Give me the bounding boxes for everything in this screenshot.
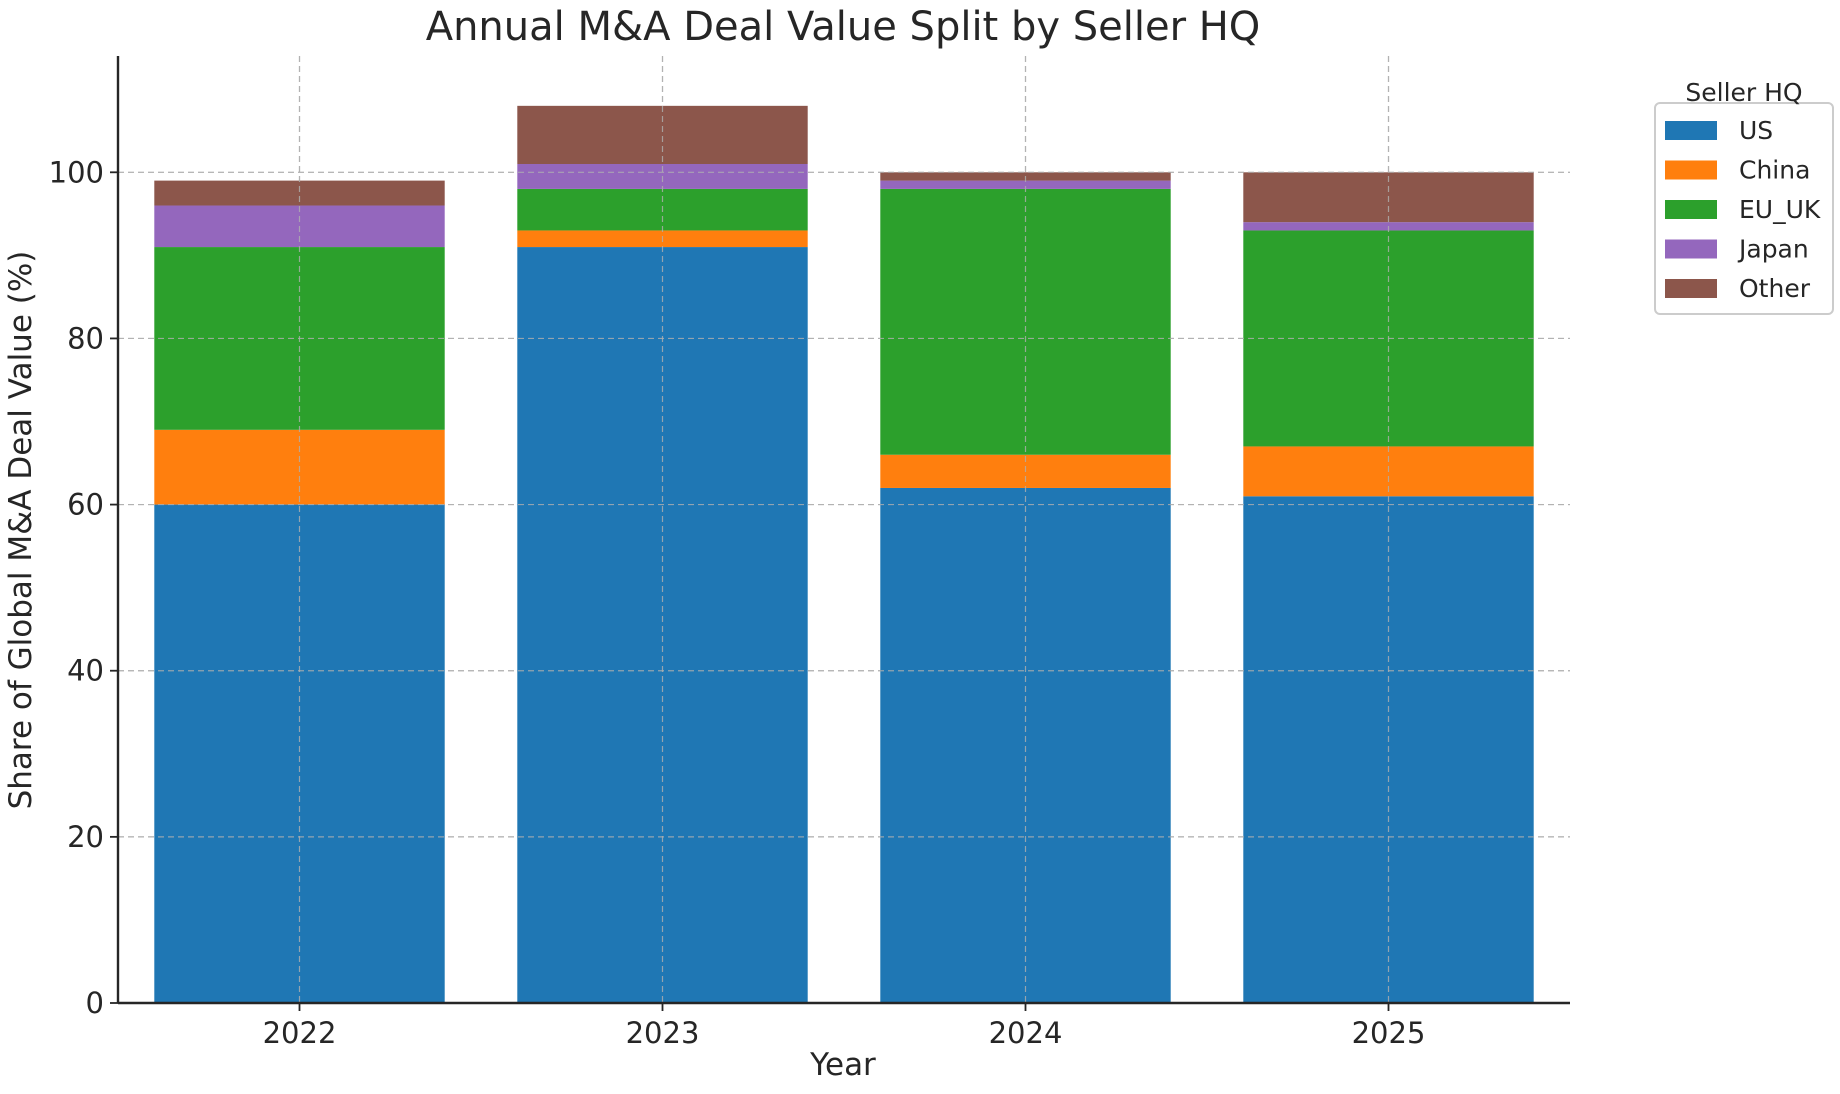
x-tick-label-2022: 2022 bbox=[263, 1016, 337, 1050]
legend-swatch-other bbox=[1665, 279, 1717, 298]
bar-2023-other bbox=[517, 105, 808, 164]
y-tick-label-0: 0 bbox=[86, 986, 104, 1020]
legend-swatch-japan bbox=[1665, 239, 1717, 259]
legend-items: US China EU_UK Japan Other bbox=[1665, 116, 1821, 303]
x-tick-label-2024: 2024 bbox=[989, 1016, 1063, 1050]
axes-layer: 0 20 40 60 80 100 2022 2023 2024 2025 bbox=[49, 56, 1570, 1050]
y-tick-label-80: 80 bbox=[67, 321, 104, 355]
legend-frame bbox=[1654, 102, 1834, 315]
legend-label-japan: Japan bbox=[1737, 235, 1809, 264]
y-axis-label: Share of Global M&A Deal Value (%) bbox=[3, 251, 39, 810]
x-tick-label-2025: 2025 bbox=[1352, 1016, 1426, 1050]
legend-label-china: China bbox=[1739, 156, 1810, 185]
legend-swatch-eu_uk bbox=[1665, 200, 1717, 219]
y-tick-label-20: 20 bbox=[67, 820, 104, 854]
x-axis-label: Year bbox=[809, 1047, 876, 1083]
x-tick-label-2023: 2023 bbox=[626, 1016, 700, 1050]
y-tick-label-60: 60 bbox=[67, 488, 104, 522]
bar-2024-us bbox=[880, 487, 1171, 1003]
legend-label-other: Other bbox=[1739, 274, 1811, 303]
y-tick-label-40: 40 bbox=[67, 654, 104, 688]
legend-title: Seller HQ bbox=[1685, 78, 1802, 107]
legend-label-eu_uk: EU_UK bbox=[1739, 195, 1821, 224]
chart-title: Annual M&A Deal Value Split by Seller HQ bbox=[426, 4, 1261, 50]
legend-swatch-us bbox=[1665, 121, 1717, 140]
grid-overlay bbox=[118, 56, 1570, 1003]
legend: Seller HQ US China EU_UK Japan Other bbox=[1654, 78, 1834, 315]
legend-label-us: US bbox=[1739, 116, 1773, 145]
y-tick-label-100: 100 bbox=[49, 155, 104, 189]
bar-2024-japan bbox=[880, 180, 1171, 189]
bars-layer bbox=[118, 56, 1570, 1003]
legend-swatch-china bbox=[1665, 160, 1717, 180]
